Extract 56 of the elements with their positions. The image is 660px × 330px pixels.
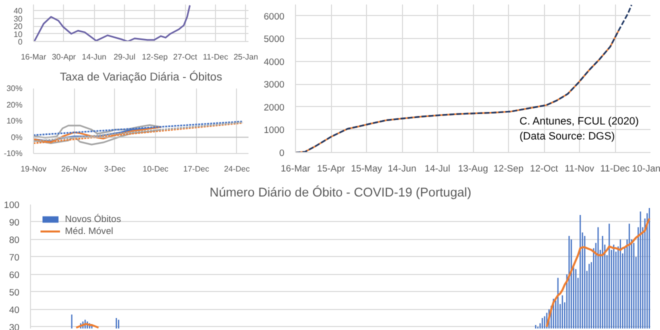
x-tick-label: 14-Jul [424,164,450,174]
y-tick-label: -10% [4,149,23,158]
y-tick-label: 20 [14,22,24,32]
y-tick-label: 90 [9,217,20,228]
x-tick-label: 12-Oct [530,164,558,174]
x-tick-label: 10-Dec [142,164,168,174]
y-tick-label: 40 [14,6,24,16]
x-tick-label: 27-Oct [173,52,198,62]
x-tick-label: 29-Jul [114,52,136,62]
y-tick-label: 6000 [264,11,285,22]
y-tick-label: 2000 [264,102,285,112]
y-tick-label: 100 [4,200,20,210]
x-tick-label: 30-Apr [52,52,76,62]
x-tick-label: 15-May [350,164,382,174]
y-tick-label: 30 [14,14,24,24]
annotation: (Data Source: DGS) [520,130,615,142]
x-tick-label: 13-Aug [458,164,488,174]
y-tick-label: 40 [9,304,20,315]
x-tick-label: 26-Nov [61,164,88,174]
x-tick-label: 11-Dec [600,164,630,174]
x-tick-label: 19-Nov [20,164,46,174]
x-tick-label: 11-Nov [564,164,595,174]
y-tick-label: 4000 [264,56,285,67]
x-tick-label: 16-Mar [280,164,310,174]
x-tick-label: 25-Jan [234,52,258,62]
y-tick-label: 0% [10,132,22,142]
y-tick-label: 10% [6,116,23,126]
legend-label: Novos Óbitos [65,214,121,224]
chart-title: Número Diário de Óbito - COVID-19 (Portugal) [210,186,472,200]
x-tick-label: 24-Dec [224,164,250,174]
x-tick-label: 10-Jan [632,164,660,174]
x-tick-label: 17-Dec [183,164,210,174]
y-tick-label: 30 [9,322,20,330]
y-tick-label: 60 [9,270,20,280]
x-tick-label: 15-Apr [317,164,345,174]
y-tick-label: 80 [9,234,20,245]
x-tick-label: 12-Sep [493,164,524,174]
y-tick-label: 0 [279,148,285,158]
legend-label: Méd. Móvel [65,226,114,236]
y-tick-label: 0 [18,38,24,46]
y-tick-label: 1000 [264,125,285,136]
y-tick-label: 70 [9,252,20,262]
y-tick-label: 50 [9,287,20,298]
y-tick-label: 3000 [264,80,285,90]
x-tick-label: 11-Dec [202,52,228,62]
y-tick-label: 5000 [264,34,285,44]
x-tick-label: 3-Dec [104,164,126,174]
x-tick-label: 14-Jun [82,52,106,62]
x-tick-label: 16-Mar [20,52,47,62]
annotation: C. Antunes, FCUL (2020) [520,116,639,128]
x-tick-label: 12-Sep [142,52,168,62]
chart-title: Taxa de Variação Diária - Óbitos [60,70,222,84]
x-tick-label: 14-Jun [388,164,416,174]
y-tick-label: 10 [14,30,24,39]
y-tick-label: 20% [6,100,23,110]
y-tick-label: 30% [6,84,23,93]
